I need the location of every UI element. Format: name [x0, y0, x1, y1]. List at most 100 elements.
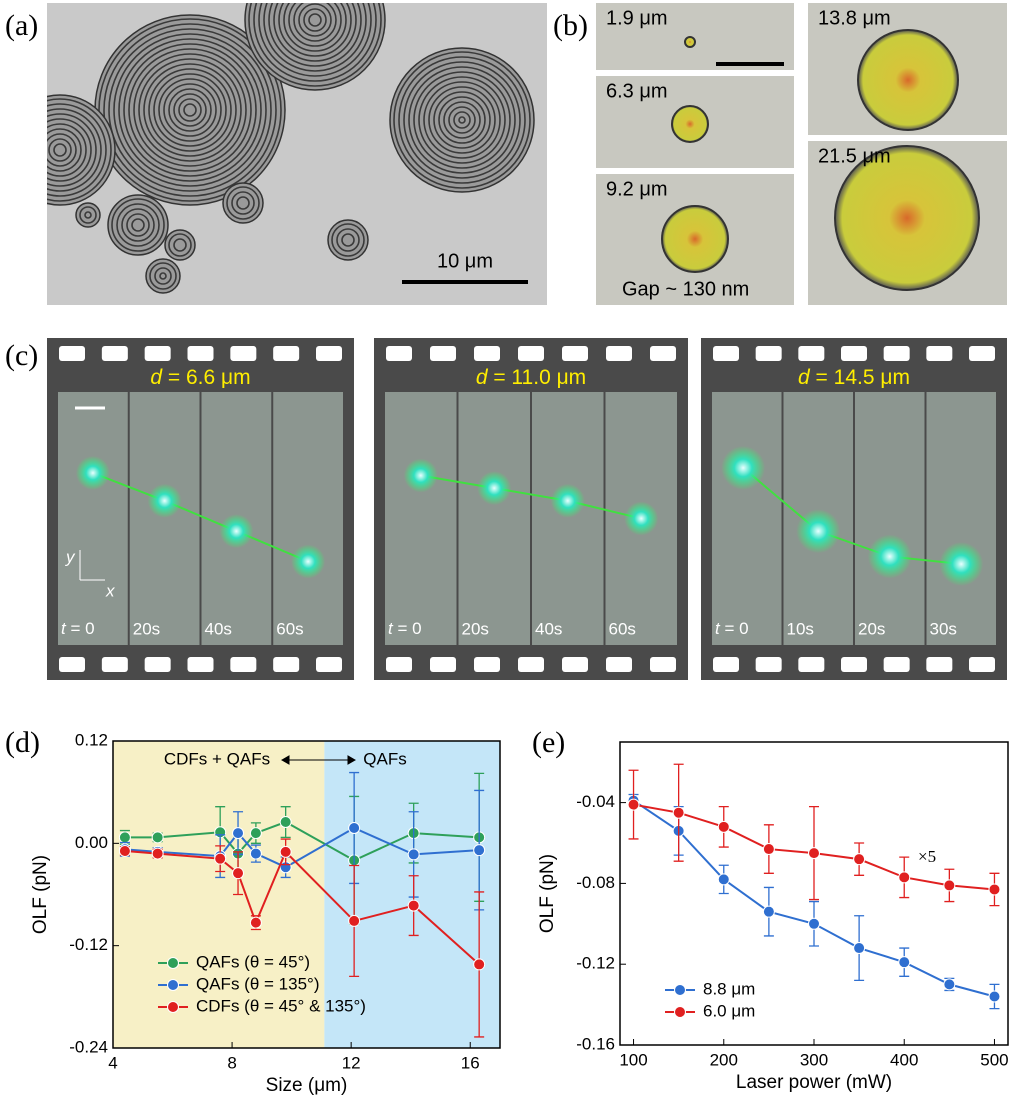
y-tick-label: -0.04	[576, 792, 615, 811]
marker	[407, 848, 420, 861]
ring	[263, 3, 367, 72]
droplet	[684, 36, 696, 48]
marker	[762, 905, 775, 918]
ring	[47, 118, 92, 182]
x-axis-title: Laser power (mW)	[736, 1072, 892, 1093]
sprocket	[713, 657, 739, 672]
y-tick-label: -0.16	[576, 1034, 615, 1053]
ring	[128, 48, 252, 172]
ring	[168, 233, 192, 257]
sprocket	[841, 346, 867, 361]
ring	[438, 96, 486, 144]
disc	[389, 47, 535, 193]
size-label: 1.9 μm	[606, 7, 668, 29]
sprocket	[755, 657, 782, 672]
ring	[133, 53, 247, 167]
ring	[423, 81, 501, 159]
sprocket	[316, 346, 342, 361]
marker	[249, 916, 262, 929]
track	[742, 467, 962, 566]
time: 60s	[609, 619, 636, 638]
ring	[143, 63, 237, 157]
sprocket	[969, 657, 995, 672]
panel-label: (c)	[5, 339, 38, 372]
ring	[98, 18, 282, 202]
sprocket	[883, 657, 910, 672]
ring	[131, 218, 145, 232]
ring	[149, 262, 177, 290]
strip-title: d = 11.0 μm	[476, 366, 586, 389]
axis-name: x	[105, 581, 115, 600]
particle	[624, 501, 659, 536]
time: 20s	[858, 619, 885, 638]
ring	[163, 83, 217, 137]
time: t = 0	[388, 619, 422, 638]
sprocket	[144, 346, 171, 361]
sprocket	[926, 657, 953, 672]
ring	[84, 211, 92, 219]
ring	[231, 191, 255, 215]
ring	[408, 66, 516, 174]
x-tick-label: 16	[461, 1053, 480, 1072]
ring	[448, 106, 476, 134]
sprocket	[518, 657, 544, 672]
sprocket	[187, 346, 214, 361]
marker	[943, 978, 956, 991]
panel-label: (b)	[553, 9, 588, 42]
axis-name: y	[65, 547, 76, 566]
ring	[154, 267, 172, 285]
ring	[278, 3, 352, 57]
sprocket	[386, 657, 412, 672]
y-tick-label: -0.08	[576, 873, 615, 892]
sprocket	[474, 657, 500, 672]
legend-label: QAFs (θ = 135°)	[196, 974, 319, 993]
value: = 14.5 μm	[810, 366, 910, 389]
marker	[118, 831, 131, 844]
ring	[428, 86, 496, 154]
sprocket	[101, 346, 128, 361]
droplet	[857, 29, 959, 131]
marker	[118, 845, 131, 858]
var: t	[61, 619, 67, 638]
ring	[47, 113, 97, 187]
legend-label: QAFs (θ = 45°)	[196, 952, 310, 971]
marker	[898, 871, 911, 884]
sprocket	[798, 657, 825, 672]
droplet	[834, 145, 980, 291]
sprocket	[883, 346, 910, 361]
sprocket	[798, 346, 825, 361]
ring	[103, 23, 277, 197]
frame	[712, 392, 782, 645]
y-axis-title: OLF (pN)	[537, 854, 558, 933]
ring	[158, 78, 222, 142]
x-axis-title: Size (μm)	[266, 1075, 348, 1096]
ring	[283, 3, 347, 52]
annotation: QAFs	[363, 749, 406, 768]
marker	[279, 816, 292, 829]
time: 20s	[133, 619, 160, 638]
x-tick-label: 4	[108, 1053, 117, 1072]
annotation: ×5	[918, 847, 936, 866]
ring	[173, 93, 207, 127]
frame	[129, 392, 200, 645]
y-tick-label: 0.12	[75, 730, 108, 749]
legend-marker	[674, 1006, 686, 1018]
value: = 0	[720, 619, 749, 638]
ring	[341, 233, 355, 247]
x-tick-label: 8	[227, 1053, 236, 1072]
sprocket	[386, 346, 412, 361]
var: t	[388, 619, 394, 638]
marker	[672, 806, 685, 819]
ring	[298, 3, 332, 37]
ring	[258, 3, 372, 77]
ring	[308, 13, 322, 27]
film-strips: d = 6.6 μm t = 0 20s 40s 60s y x d = 11.0 μm t =…	[47, 338, 1007, 680]
x-tick-label: 300	[800, 1050, 828, 1069]
sprocket	[316, 657, 342, 672]
ring	[48, 138, 72, 162]
sprocket	[606, 657, 632, 672]
ring	[148, 68, 232, 152]
ring	[303, 8, 327, 32]
var: d	[798, 366, 811, 389]
ring	[453, 111, 471, 129]
